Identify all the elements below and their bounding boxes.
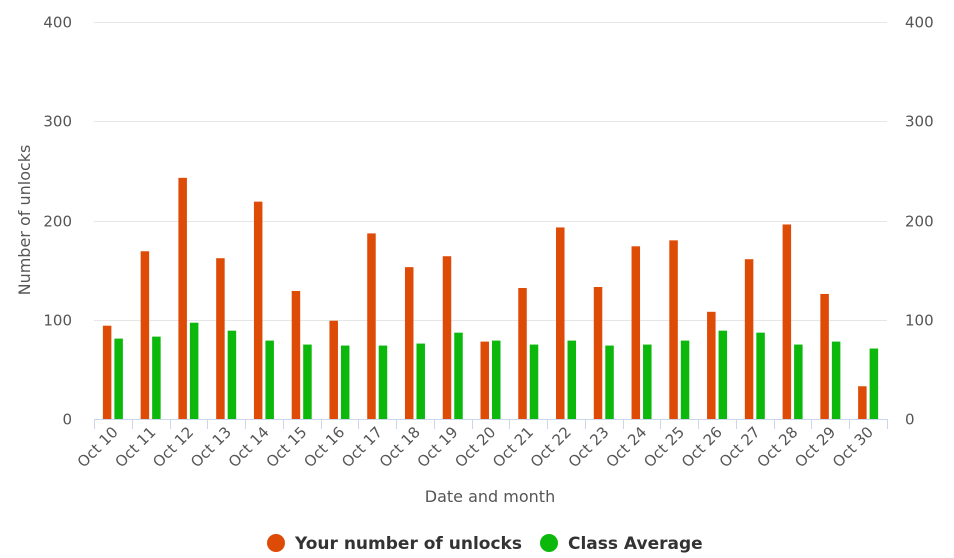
x-tick-label: Oct 27 [716, 423, 764, 471]
x-tick-label: Oct 20 [451, 423, 499, 471]
bar-class-average-16[interactable] [718, 330, 728, 419]
legend: Your number of unlocks Class Average [267, 534, 703, 554]
bar-class-average-2[interactable] [189, 322, 199, 419]
bar-class-average-5[interactable] [303, 344, 312, 419]
bar-your-unlocks-7[interactable] [367, 233, 376, 419]
bar-class-average-7[interactable] [378, 345, 388, 419]
bar-your-unlocks-1[interactable] [140, 251, 150, 419]
bar-your-unlocks-15[interactable] [669, 240, 678, 419]
bar-class-average-14[interactable] [643, 344, 652, 419]
bar-class-average-3[interactable] [227, 330, 237, 419]
bar-your-unlocks-5[interactable] [291, 290, 301, 419]
bar-your-unlocks-20[interactable] [858, 386, 867, 419]
bar-class-average-10[interactable] [492, 340, 501, 419]
bar-your-unlocks-18[interactable] [782, 224, 792, 419]
legend-item-your-unlocks[interactable]: Your number of unlocks [267, 534, 522, 554]
bar-class-average-15[interactable] [680, 340, 690, 419]
y-axis-left-ticks: 0 100 200 300 400 [43, 14, 72, 429]
y-tick-label-right: 400 [905, 14, 934, 32]
bar-your-unlocks-3[interactable] [216, 258, 225, 419]
bar-class-average-11[interactable] [529, 344, 539, 419]
bars [102, 177, 879, 419]
x-tick-label: Oct 28 [753, 423, 801, 471]
x-tick-label: Oct 17 [338, 423, 386, 471]
x-axis-title: Date and month [425, 487, 555, 506]
bar-your-unlocks-8[interactable] [404, 267, 414, 419]
bar-your-unlocks-13[interactable] [593, 286, 603, 419]
x-tick-label: Oct 18 [376, 423, 424, 471]
bar-your-unlocks-0[interactable] [102, 325, 112, 419]
x-tick-label: Oct 25 [640, 423, 688, 471]
y-axis-title: Number of unlocks [15, 145, 34, 296]
x-tick-label: Oct 23 [565, 423, 613, 471]
x-tick-label: Oct 12 [149, 423, 197, 471]
bar-class-average-19[interactable] [831, 341, 841, 419]
legend-label-your-unlocks: Your number of unlocks [294, 534, 522, 554]
y-tick-label-left: 300 [43, 113, 72, 131]
bar-class-average-0[interactable] [114, 338, 123, 419]
legend-item-class-average[interactable]: Class Average [540, 534, 703, 554]
bar-your-unlocks-19[interactable] [820, 293, 829, 419]
y-tick-label-left: 100 [43, 312, 72, 330]
bar-your-unlocks-11[interactable] [518, 287, 527, 419]
x-tick-label: Oct 15 [263, 423, 311, 471]
bar-class-average-12[interactable] [567, 340, 577, 419]
x-tick-label: Oct 24 [602, 423, 650, 471]
bar-class-average-13[interactable] [605, 345, 614, 419]
bar-your-unlocks-9[interactable] [442, 256, 452, 419]
legend-label-class-average: Class Average [568, 534, 703, 554]
y-tick-label-left: 200 [43, 213, 72, 231]
x-tick-label: Oct 29 [791, 423, 839, 471]
legend-marker-class-average [540, 534, 558, 552]
bar-class-average-6[interactable] [340, 345, 350, 419]
grid-lines [94, 22, 887, 321]
bar-your-unlocks-14[interactable] [631, 246, 641, 419]
bar-your-unlocks-16[interactable] [707, 311, 716, 419]
x-tick-label: Oct 30 [829, 423, 877, 471]
bar-class-average-1[interactable] [152, 336, 161, 419]
bar-class-average-17[interactable] [756, 332, 765, 419]
x-tick-label: Oct 14 [225, 423, 273, 471]
x-tick-label: Oct 26 [678, 423, 726, 471]
y-tick-label-left: 400 [43, 14, 72, 32]
x-tick-label: Oct 11 [112, 423, 160, 471]
y-tick-label-right: 300 [905, 113, 934, 131]
x-tick-label: Oct 21 [489, 423, 537, 471]
x-tick-label: Oct 13 [187, 423, 235, 471]
x-tick-label: Oct 22 [527, 423, 575, 471]
y-tick-label-left: 0 [62, 411, 72, 429]
y-tick-label-right: 200 [905, 213, 934, 231]
x-tick-label: Oct 19 [414, 423, 462, 471]
bar-class-average-20[interactable] [869, 348, 879, 419]
bar-your-unlocks-10[interactable] [480, 341, 490, 419]
x-tick-label: Oct 10 [74, 423, 122, 471]
bar-your-unlocks-2[interactable] [178, 177, 187, 419]
bar-class-average-18[interactable] [794, 344, 803, 419]
y-tick-label-right: 0 [905, 411, 915, 429]
bar-your-unlocks-17[interactable] [744, 259, 754, 419]
bar-your-unlocks-12[interactable] [556, 227, 565, 419]
y-tick-label-right: 100 [905, 312, 934, 330]
bar-class-average-4[interactable] [265, 340, 274, 419]
y-axis-right-ticks: 0 100 200 300 400 [905, 14, 934, 429]
bar-your-unlocks-6[interactable] [329, 320, 338, 419]
x-tick-label: Oct 16 [300, 423, 348, 471]
bar-class-average-8[interactable] [416, 343, 425, 419]
bar-class-average-9[interactable] [454, 332, 463, 419]
bar-your-unlocks-4[interactable] [253, 201, 263, 419]
legend-marker-your-unlocks [267, 534, 285, 552]
